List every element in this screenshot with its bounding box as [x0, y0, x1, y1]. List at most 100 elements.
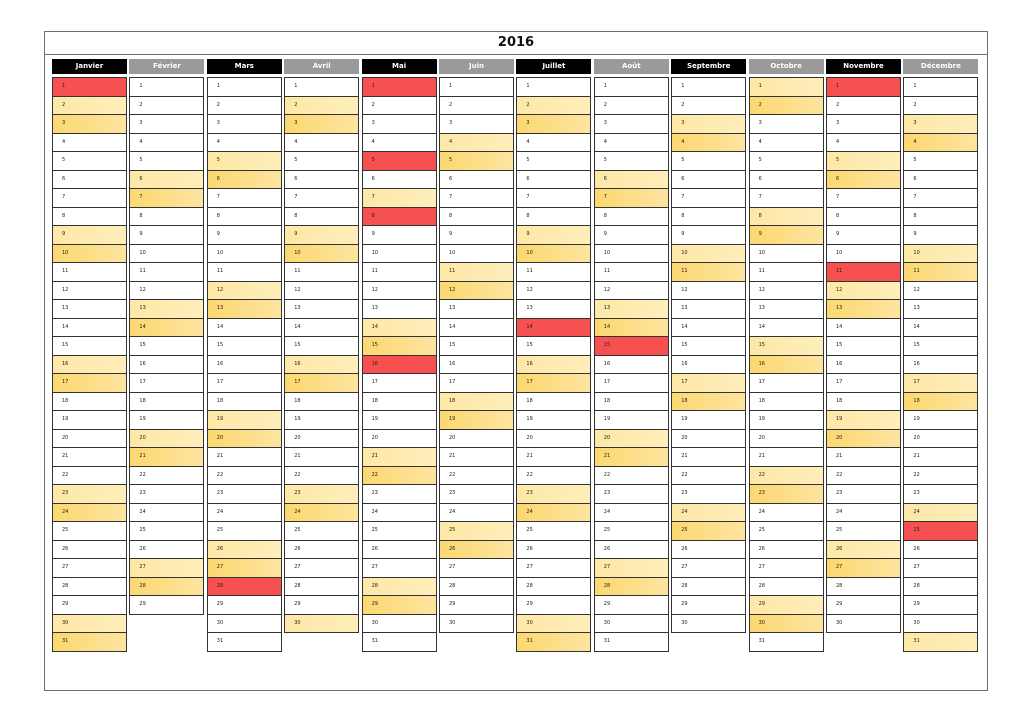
day-cell: 22: [749, 466, 823, 485]
day-cell: 15: [904, 337, 978, 356]
day-cell: 21: [594, 448, 668, 467]
day-cell: 28: [53, 577, 126, 596]
day-cell: 5: [749, 152, 823, 171]
day-cell: 20: [672, 429, 746, 448]
day-cell: 16: [130, 355, 204, 374]
day-list: 1 2 3 4 5 6 7 8 9 10 11 12 13 14 15 16 17 18 19 20 21 22 23 24 2…: [284, 77, 360, 633]
day-cell: 9: [749, 226, 823, 245]
day-cell: 10: [207, 244, 281, 263]
day-cell: 19: [517, 411, 591, 430]
day-cell: 13: [130, 300, 204, 319]
day-cell: 24: [749, 503, 823, 522]
day-cell: 22: [594, 466, 668, 485]
day-cell: 20: [904, 429, 978, 448]
day-cell: 14: [517, 318, 591, 337]
day-cell: 12: [130, 281, 204, 300]
day-cell: 2: [53, 96, 126, 115]
day-cell: 26: [594, 540, 668, 559]
day-cell: 31: [904, 633, 978, 652]
day-cell: 21: [207, 448, 281, 467]
day-cell: 30: [517, 614, 591, 633]
day-cell: 2: [440, 96, 513, 115]
day-cell: 29: [904, 596, 978, 615]
day-cell: 31: [53, 633, 126, 652]
day-cell: 30: [749, 614, 823, 633]
day-cell: 26: [517, 540, 591, 559]
day-cell: 25: [362, 522, 436, 541]
day-cell: 27: [130, 559, 204, 578]
day-cell: 9: [440, 226, 513, 245]
day-list: 1 2 3 4 5 6 7 8 9 10 11 12 13 14 15 16 17 18 19 20 21 22 23 24 2…: [439, 77, 514, 633]
day-cell: 23: [517, 485, 591, 504]
day-cell: 26: [440, 540, 513, 559]
day-cell: 24: [207, 503, 281, 522]
day-cell: 4: [53, 133, 126, 152]
day-cell: 26: [207, 540, 281, 559]
day-cell: 10: [53, 244, 126, 263]
day-cell: 31: [517, 633, 591, 652]
day-cell: 6: [362, 170, 436, 189]
day-cell: 18: [440, 392, 513, 411]
day-cell: 10: [749, 244, 823, 263]
day-cell: 18: [594, 392, 668, 411]
day-cell: 23: [53, 485, 126, 504]
month-header: Septembre: [671, 59, 747, 74]
day-cell: 17: [904, 374, 978, 393]
day-cell: 18: [904, 392, 978, 411]
day-cell: 7: [285, 189, 359, 208]
day-cell: 13: [440, 300, 513, 319]
day-cell: 15: [672, 337, 746, 356]
day-list: 1 2 3 4 5 6 7 8 9 10 11 12 13 14 15 16 17 18 19 20 21 22 23 24 2…: [748, 77, 824, 652]
day-cell: 8: [827, 207, 900, 226]
day-cell: 28: [440, 577, 513, 596]
day-cell: 13: [904, 300, 978, 319]
day-list: 1 2 3 4 5 6 7 8 9 10 11 12 13 14 15 16 17 18 19 20 21 22 23 24 2…: [671, 77, 747, 633]
day-cell: 8: [285, 207, 359, 226]
day-cell: 3: [827, 115, 900, 134]
day-cell: 11: [672, 263, 746, 282]
day-list: 1 2 3 4 5 6 7 8 9 10 11 12 13 14 15 16 17 18 19 20 21 22 23 24 2…: [826, 77, 901, 633]
day-cell: 6: [749, 170, 823, 189]
day-cell: 14: [749, 318, 823, 337]
calendar-sheet: 2016 Janvier 1 2 3 4 5 6 7 8 9 10 11 12 13 14 15 16 17 18 1…: [44, 31, 988, 691]
month-header: Juillet: [516, 59, 592, 74]
day-list: 1 2 3 4 5 6 7 8 9 10 11 12 13 14 15 16 17 18 19 20 21 22 23 24 2…: [361, 77, 437, 652]
day-cell: 21: [672, 448, 746, 467]
day-cell: 16: [749, 355, 823, 374]
day-cell: 20: [749, 429, 823, 448]
day-cell: 26: [749, 540, 823, 559]
day-cell: 22: [362, 466, 436, 485]
day-cell: 25: [904, 522, 978, 541]
day-cell: 2: [904, 96, 978, 115]
day-cell: 21: [440, 448, 513, 467]
day-cell: 22: [827, 466, 900, 485]
day-cell: 24: [440, 503, 513, 522]
day-cell: 1: [749, 78, 823, 97]
day-cell: 14: [53, 318, 126, 337]
day-cell: 19: [594, 411, 668, 430]
day-cell: 21: [827, 448, 900, 467]
day-cell: 23: [130, 485, 204, 504]
day-cell: 17: [749, 374, 823, 393]
day-cell: 21: [53, 448, 126, 467]
day-cell: 10: [904, 244, 978, 263]
day-cell: 8: [207, 207, 281, 226]
day-cell: 3: [904, 115, 978, 134]
day-cell: 25: [53, 522, 126, 541]
day-cell: 20: [285, 429, 359, 448]
day-cell: 25: [285, 522, 359, 541]
day-cell: 30: [440, 614, 513, 633]
day-cell: 13: [285, 300, 359, 319]
day-cell: 27: [594, 559, 668, 578]
day-cell: 11: [53, 263, 126, 282]
month-header: Février: [129, 59, 205, 74]
day-cell: 27: [362, 559, 436, 578]
day-cell: 15: [130, 337, 204, 356]
day-cell: 13: [594, 300, 668, 319]
day-cell: 27: [749, 559, 823, 578]
day-cell: 3: [285, 115, 359, 134]
day-cell: 26: [130, 540, 204, 559]
day-cell: 27: [672, 559, 746, 578]
day-cell: 5: [53, 152, 126, 171]
day-cell: 1: [672, 78, 746, 97]
